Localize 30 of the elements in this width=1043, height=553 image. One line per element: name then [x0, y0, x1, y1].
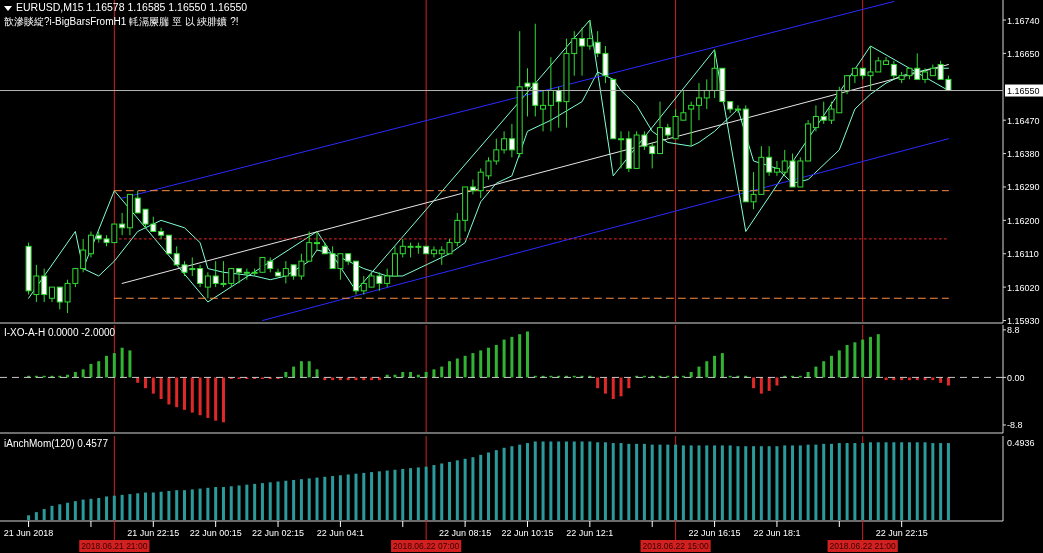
chart-title: iAnchMom(120) 0.4577 [4, 438, 109, 449]
x-tick-label: 21 Jun 2018 [3, 528, 54, 538]
y-tick-label: 1.16200 [1007, 215, 1040, 226]
x-tick-label: 22 Jun 22:15 [875, 528, 928, 538]
text: 0.4936 [1007, 438, 1035, 448]
y-tick-label: 1.16110 [1007, 249, 1039, 260]
y-tick-label: 0.00 [1007, 372, 1025, 383]
y-tick-label: 1.15930 [1007, 316, 1040, 327]
x-tick-label: 22 Jun 16:15 [688, 528, 741, 538]
y-tick-label: 1.16740 [1007, 15, 1040, 26]
y-tick-label: 1.16020 [1007, 282, 1040, 293]
y-tick-label: 1.16380 [1007, 149, 1040, 160]
x-tick-label: 22 Jun 04:1 [316, 528, 364, 538]
y-tick-label: 1.16650 [1007, 48, 1040, 59]
y-tick-label: 8.8 [1007, 325, 1020, 336]
x-tick-label: 22 Jun 10:15 [501, 528, 554, 538]
y-tick-label: 1.16290 [1007, 182, 1040, 193]
ref-line-label: 2018.06.22 07:00 [393, 541, 460, 551]
y-tick-label: -8.8 [1007, 420, 1023, 431]
ref-line-label: 2018.06.21 21:00 [81, 541, 148, 551]
ref-line-label: 2018.06.22 15:00 [642, 541, 709, 551]
ref-line-label: 2018.06.22 21:00 [829, 541, 897, 551]
x-tick-label: 22 Jun 08:15 [439, 528, 492, 538]
x-tick-label: 22 Jun 12:1 [566, 528, 614, 538]
y-tick-label: 1.16470 [1007, 115, 1040, 126]
x-tick-label: 22 Jun 02:15 [252, 528, 305, 538]
ref-line-label: 1.16550 [1007, 86, 1040, 97]
x-tick-label: 22 Jun 18:1 [753, 528, 801, 538]
x-tick-label: 22 Jun 00:15 [189, 528, 242, 538]
x-tick-label: 21 Jun 22:15 [127, 528, 180, 538]
